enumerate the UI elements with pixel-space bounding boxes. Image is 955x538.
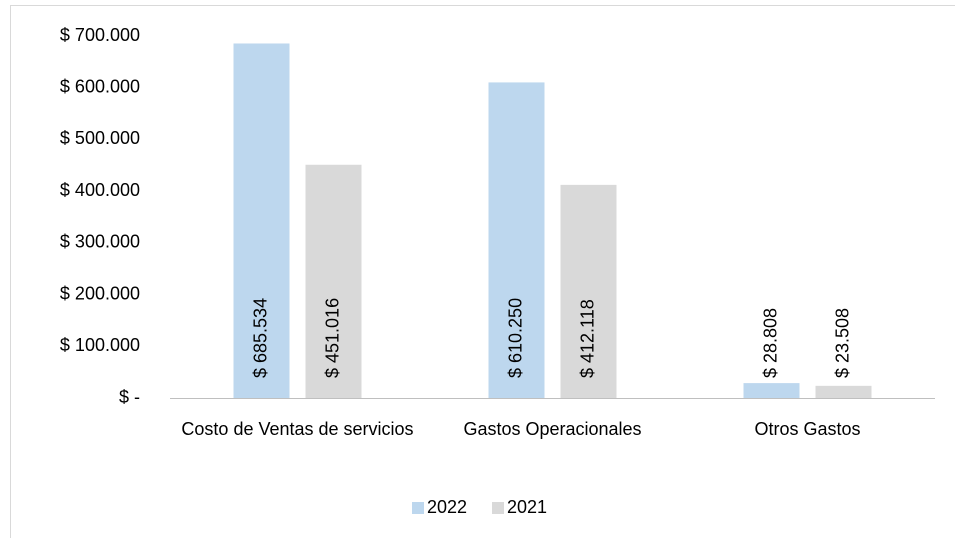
y-tick-label: $ 100.000 <box>60 335 140 355</box>
y-tick-label: $ 600.000 <box>60 76 140 96</box>
legend-label: 2022 <box>427 497 467 517</box>
bar <box>488 82 545 398</box>
data-label: $ 451.016 <box>322 298 342 378</box>
bar <box>815 385 872 398</box>
x-tick-label: Otros Gastos <box>754 419 861 439</box>
data-label: $ 610.250 <box>505 298 525 378</box>
y-tick-label: $ 500.000 <box>60 128 140 148</box>
x-tick-label: Costo de Ventas de servicios <box>181 419 414 439</box>
bar <box>743 383 800 398</box>
legend-swatch <box>412 502 424 514</box>
legend-label: 2021 <box>507 497 547 517</box>
data-label: $ 23.508 <box>832 308 852 378</box>
bar <box>305 164 362 398</box>
y-tick-label: $ 400.000 <box>60 180 140 200</box>
y-tick-label: $ 300.000 <box>60 232 140 252</box>
y-tick-label: $ - <box>119 387 140 407</box>
x-tick-label: Gastos Operacionales <box>463 419 642 439</box>
data-label: $ 685.534 <box>250 298 270 378</box>
chart-border <box>10 5 955 538</box>
y-tick-label: $ 200.000 <box>60 283 140 303</box>
bar <box>560 184 617 398</box>
bar <box>233 43 290 398</box>
data-label: $ 412.118 <box>577 299 597 378</box>
y-tick-label: $ 700.000 <box>60 25 140 45</box>
legend-swatch <box>492 502 504 514</box>
data-label: $ 28.808 <box>760 308 780 378</box>
